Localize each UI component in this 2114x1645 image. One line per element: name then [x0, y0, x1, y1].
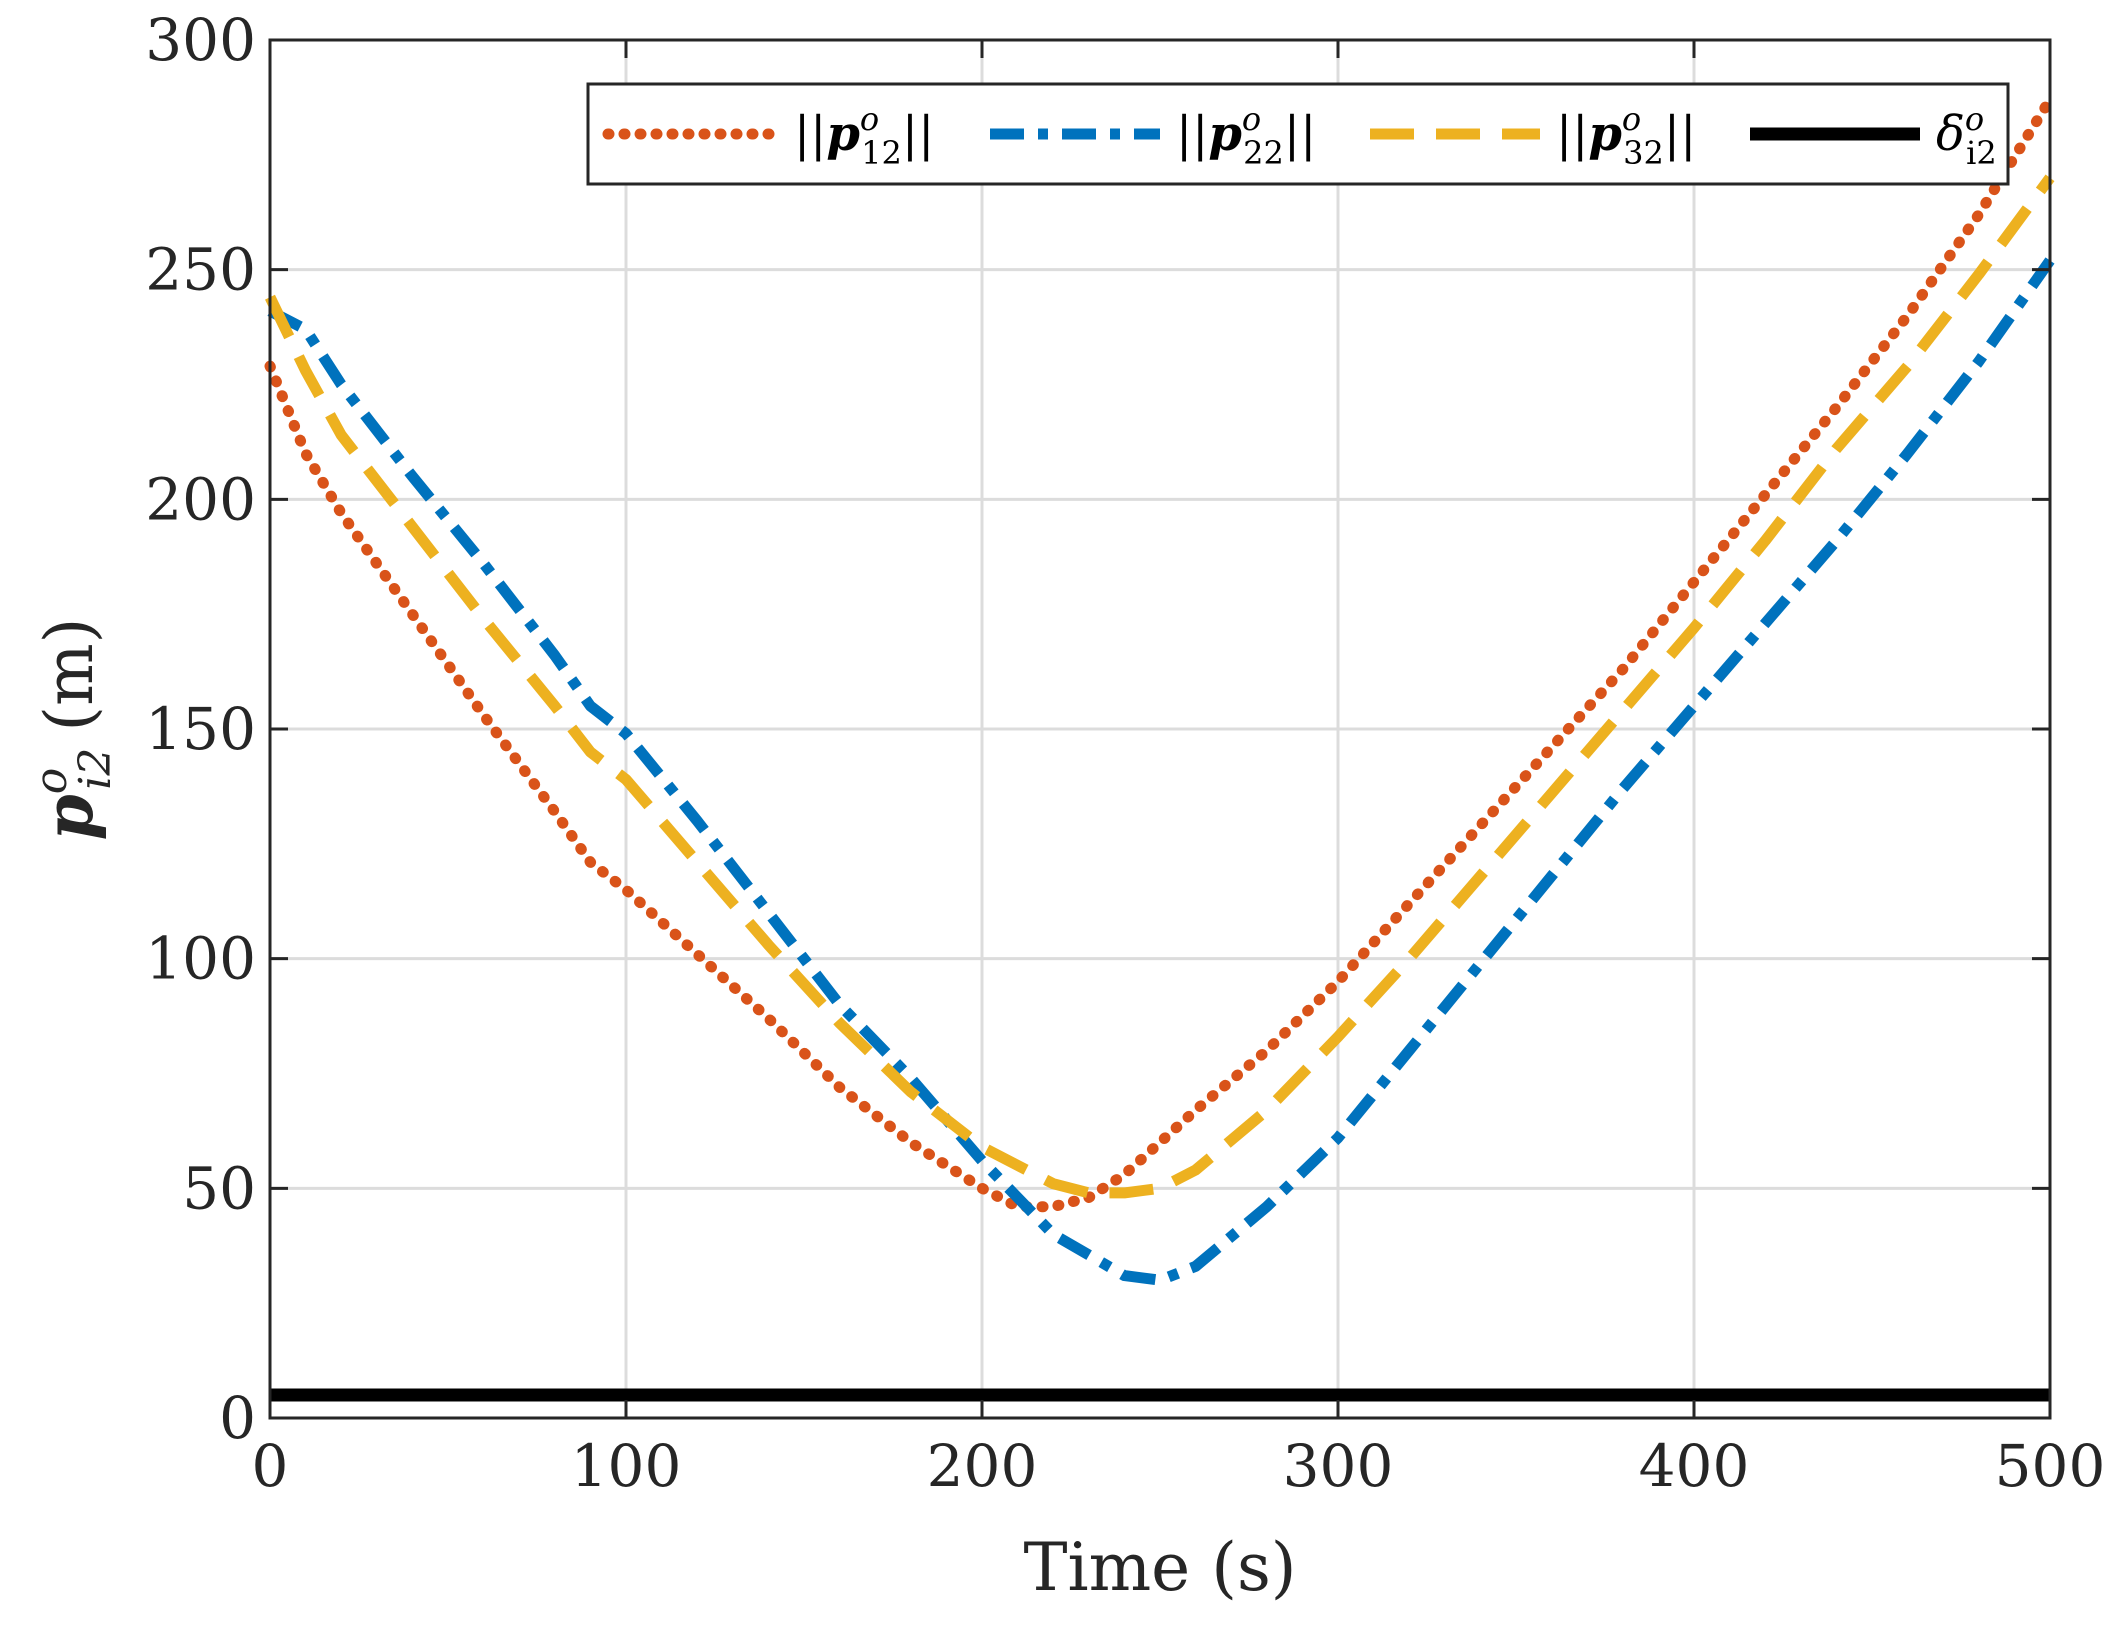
y-axis-title-unit: (m): [31, 618, 108, 732]
x-axis-title: Time (s): [1023, 1529, 1296, 1606]
legend-label-4: δo i2: [1936, 100, 1997, 172]
series-layer: [264, 94, 2056, 1402]
x-tick-label: 0: [252, 1432, 289, 1500]
legend: ||po 12|| ||po 22|| ||po 32|| δo i2: [586, 82, 2010, 186]
y-axis-title-sub: i2: [70, 748, 121, 790]
legend-label-3: ||po 32||: [1556, 100, 1696, 172]
x-tick-label: 500: [1995, 1432, 2106, 1500]
series-line-2: [267, 257, 2055, 1286]
x-tick-label: 100: [571, 1432, 682, 1500]
ticks: [268, 38, 2052, 1420]
y-tick-label: 50: [182, 1154, 256, 1222]
series-line-3: [265, 174, 2055, 1199]
y-tick-label: 250: [145, 236, 256, 304]
y-tick-label: 100: [145, 925, 256, 993]
tick-labels: 0 100 200 300 400 500 0 50 100 150 200 250 300: [145, 6, 2105, 1500]
y-axis-title-base: p: [30, 794, 108, 840]
y-tick-label: 200: [145, 465, 256, 533]
y-tick-label: 0: [219, 1384, 256, 1452]
y-axis-title: poi2 (m): [26, 618, 121, 841]
grid: [270, 40, 2050, 1418]
y-tick-label: 150: [145, 695, 256, 763]
x-tick-label: 300: [1283, 1432, 1394, 1500]
legend-label-1: ||po 12||: [794, 100, 934, 172]
y-axis-title-sup: o: [26, 768, 77, 795]
series-line-1: [264, 94, 2056, 1213]
x-tick-label: 400: [1639, 1432, 1750, 1500]
legend-label-2: ||po 22||: [1176, 100, 1316, 172]
x-tick-label: 200: [927, 1432, 1038, 1500]
y-tick-label: 300: [145, 6, 256, 74]
